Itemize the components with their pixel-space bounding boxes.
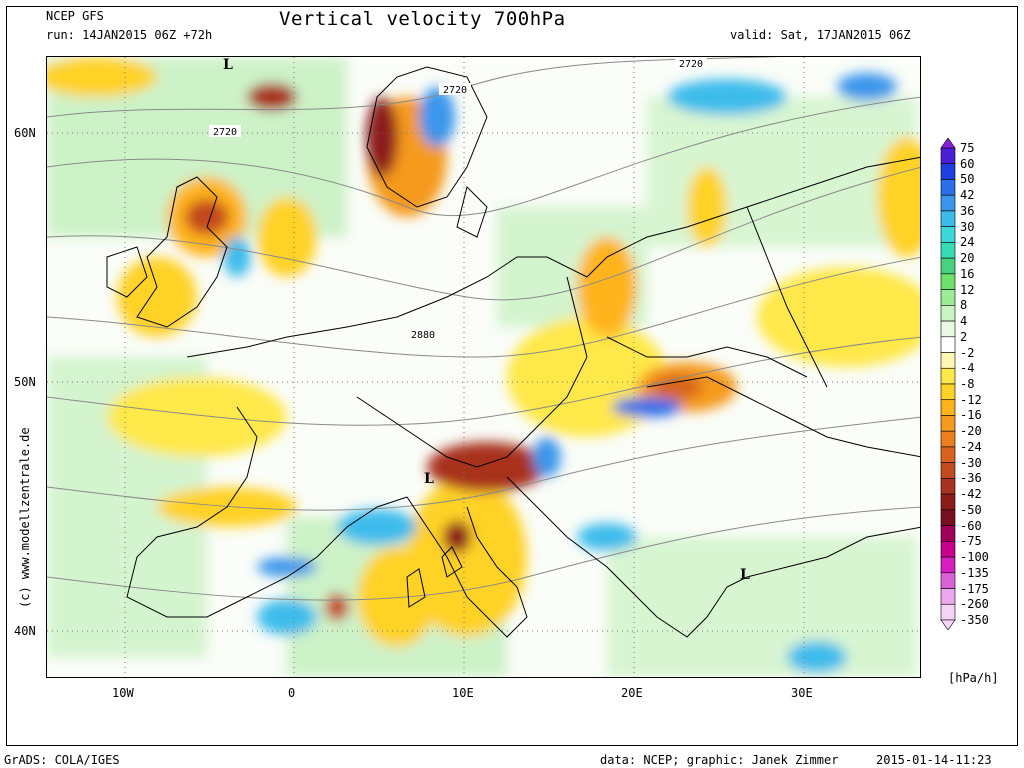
legend-label: -12 — [960, 392, 982, 407]
low-pressure-marker: L — [223, 57, 233, 73]
color-legend — [940, 138, 956, 630]
footer-software: GrADS: COLA/IGES — [4, 753, 120, 767]
legend-label: -2 — [960, 345, 975, 360]
plot-frame — [6, 6, 1018, 746]
lon-label-10w: 10W — [112, 686, 134, 700]
legend-label: -50 — [960, 502, 982, 517]
legend-label: 8 — [960, 298, 968, 313]
legend-label: 16 — [960, 266, 975, 281]
legend-swatch — [940, 603, 956, 621]
low-pressure-marker: L — [424, 471, 434, 487]
legend-swatch — [940, 210, 956, 227]
lat-label-40n: 40N — [14, 624, 36, 638]
legend-label: 75 — [960, 141, 975, 155]
low-pressure-marker: L — [740, 567, 750, 583]
legend-swatch — [940, 556, 956, 574]
legend-swatch — [940, 226, 956, 243]
legend-swatch — [940, 399, 956, 416]
legend-swatch — [940, 147, 956, 165]
contour-label: 2720 — [213, 127, 237, 138]
legend-label: 60 — [960, 156, 975, 171]
lon-label-0: 0 — [288, 686, 296, 700]
low-marker-group: L L L — [223, 57, 750, 583]
legend-swatch — [940, 273, 956, 290]
lat-label-60n: 60N — [14, 126, 36, 140]
lon-label-30e: 30E — [791, 686, 813, 700]
contour-label: 2880 — [411, 330, 435, 341]
legend-label: 24 — [960, 235, 975, 250]
legend-swatch — [940, 430, 956, 448]
legend-label: -4 — [960, 361, 975, 376]
legend-swatch — [940, 493, 956, 511]
legend-swatch — [940, 367, 956, 385]
legend-label: -30 — [960, 455, 982, 470]
legend-label: -100 — [960, 550, 989, 565]
legend-swatch — [940, 383, 956, 401]
legend-swatch — [940, 352, 956, 369]
legend-swatch — [940, 163, 956, 180]
model-name: NCEP GFS — [46, 9, 104, 23]
legend-swatch — [940, 242, 956, 259]
legend-label: -16 — [960, 408, 982, 423]
legend-arrow-top — [940, 138, 956, 149]
legend-swatch — [940, 289, 956, 306]
legend-swatch — [940, 336, 956, 353]
legend-label: -8 — [960, 377, 975, 391]
contour-label: 2720 — [443, 85, 467, 96]
legend-label: 2 — [960, 329, 968, 344]
legend-swatch — [940, 194, 956, 212]
legend-swatch — [940, 257, 956, 275]
lon-label-20e: 20E — [621, 686, 643, 700]
legend-swatch — [940, 415, 956, 432]
weather-map: 2720 2720 2720 2880 L L L — [46, 56, 921, 678]
legend-label: 12 — [960, 282, 975, 297]
contour-label: 2720 — [679, 59, 703, 70]
legend-swatch — [940, 525, 956, 542]
graticule — [47, 57, 920, 677]
lon-label-10e: 10E — [452, 686, 474, 700]
legend-label: 42 — [960, 188, 975, 203]
legend-swatch — [940, 462, 956, 479]
run-info: run: 14JAN2015 06Z +72h — [46, 28, 213, 42]
legend-label: 20 — [960, 251, 975, 266]
legend-label: -135 — [960, 565, 989, 580]
legend-swatch — [940, 478, 956, 495]
credit-text: (c) www.modellzentrale.de — [18, 427, 32, 608]
footer-credit: data: NCEP; graphic: Janek Zimmer — [600, 753, 839, 767]
legend-label: -350 — [960, 613, 989, 627]
page-title: Vertical velocity 700hPa — [279, 8, 566, 30]
coastlines — [106, 66, 920, 638]
legend-swatch — [940, 320, 956, 338]
velocity-field — [47, 57, 920, 677]
legend-label: -42 — [960, 487, 982, 502]
legend-swatch — [940, 509, 956, 526]
contour-label-group: 2720 2720 2720 2880 — [209, 57, 707, 341]
legend-swatch — [940, 305, 956, 322]
legend-swatch — [940, 541, 956, 558]
legend-label: -260 — [960, 597, 989, 612]
legend-label: 36 — [960, 203, 975, 218]
legend-label: 30 — [960, 219, 975, 234]
legend-label: 4 — [960, 314, 968, 329]
legend-arrow-bottom — [940, 619, 956, 630]
legend-label: -175 — [960, 581, 989, 596]
legend-label: 50 — [960, 172, 975, 187]
legend-label: -75 — [960, 534, 982, 549]
lat-label-50n: 50N — [14, 375, 36, 389]
footer-timestamp: 2015-01-14-11:23 — [876, 753, 992, 767]
legend-label: -36 — [960, 471, 982, 486]
legend-label: -20 — [960, 424, 982, 439]
valid-time: valid: Sat, 17JAN2015 06Z — [730, 28, 911, 42]
legend-swatch — [940, 446, 956, 463]
legend-swatch — [940, 179, 956, 196]
legend-label: -24 — [960, 439, 982, 454]
legend-swatch — [940, 588, 956, 605]
legend-label: -60 — [960, 518, 982, 533]
legend-swatch — [940, 572, 956, 589]
map-canvas: 2720 2720 2720 2880 L L L — [47, 57, 920, 677]
legend-unit: [hPa/h] — [948, 671, 999, 685]
